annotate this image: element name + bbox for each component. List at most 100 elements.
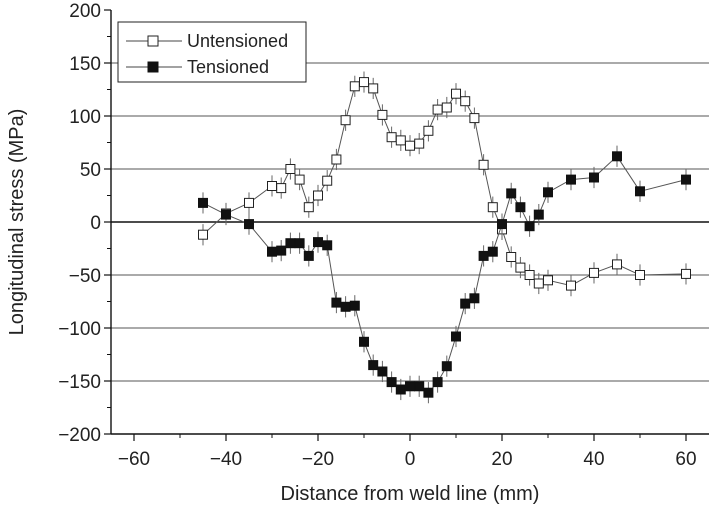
y-tick-label: −100 bbox=[58, 319, 101, 340]
series-untensioned bbox=[198, 71, 691, 297]
data-point bbox=[451, 88, 461, 99]
data-point bbox=[303, 250, 314, 261]
series-tensioned bbox=[198, 145, 691, 404]
data-point bbox=[487, 202, 498, 213]
data-point bbox=[469, 113, 480, 124]
data-point bbox=[349, 81, 360, 92]
data-point bbox=[331, 297, 342, 308]
y-tick-label: −200 bbox=[58, 425, 101, 446]
y-tick-label: −150 bbox=[58, 372, 101, 393]
x-tick-label: −40 bbox=[210, 449, 242, 470]
data-point bbox=[244, 197, 254, 208]
data-point bbox=[359, 77, 369, 88]
data-point bbox=[506, 188, 517, 199]
data-point bbox=[221, 209, 231, 220]
legend-label-tensioned: Tensioned bbox=[187, 57, 269, 77]
data-point bbox=[612, 151, 622, 162]
data-point bbox=[589, 267, 599, 278]
data-point bbox=[405, 381, 415, 392]
data-point bbox=[294, 238, 305, 249]
y-tick-label: 50 bbox=[80, 160, 101, 181]
data-point bbox=[198, 229, 208, 240]
data-point bbox=[294, 174, 305, 185]
data-point bbox=[267, 181, 277, 191]
data-point bbox=[313, 237, 323, 248]
data-point bbox=[340, 115, 351, 126]
data-point bbox=[414, 381, 425, 392]
y-tick-label: −50 bbox=[69, 266, 101, 287]
data-point bbox=[331, 154, 342, 165]
data-point bbox=[612, 259, 622, 270]
data-point bbox=[395, 384, 406, 395]
x-tick-label: 20 bbox=[491, 449, 512, 470]
data-point bbox=[377, 366, 388, 377]
data-point bbox=[313, 190, 323, 201]
data-point bbox=[267, 246, 277, 257]
data-point bbox=[423, 387, 434, 398]
data-point bbox=[322, 240, 333, 251]
x-tick-label: 60 bbox=[675, 449, 696, 470]
data-point bbox=[244, 219, 254, 230]
legend-marker-untensioned bbox=[147, 35, 159, 47]
data-point bbox=[469, 293, 480, 304]
data-point bbox=[303, 202, 314, 213]
x-tick-label: 40 bbox=[583, 449, 604, 470]
data-point bbox=[368, 83, 379, 94]
y-tick-label: 200 bbox=[69, 1, 101, 22]
data-point bbox=[451, 331, 461, 342]
data-point bbox=[487, 246, 498, 257]
data-point bbox=[441, 361, 452, 372]
data-point bbox=[368, 360, 379, 371]
data-point bbox=[276, 245, 287, 256]
data-point bbox=[432, 377, 443, 388]
data-point bbox=[432, 104, 443, 115]
data-point bbox=[405, 140, 415, 151]
data-point bbox=[515, 262, 526, 273]
data-point bbox=[533, 209, 544, 220]
data-point bbox=[386, 377, 397, 388]
data-point bbox=[276, 183, 287, 194]
y-tick-label: 100 bbox=[69, 107, 101, 128]
data-point bbox=[589, 172, 599, 183]
legend-label-untensioned: Untensioned bbox=[187, 31, 288, 51]
data-point bbox=[497, 219, 507, 230]
data-point bbox=[285, 238, 296, 249]
x-tick-label: 0 bbox=[405, 449, 416, 470]
data-point bbox=[681, 268, 691, 279]
data-point bbox=[441, 102, 452, 113]
data-point bbox=[566, 174, 576, 185]
data-point bbox=[635, 186, 645, 197]
data-point bbox=[515, 202, 526, 213]
data-point bbox=[322, 175, 333, 186]
data-point bbox=[395, 135, 406, 146]
y-tick-label: 0 bbox=[90, 213, 101, 234]
data-point bbox=[460, 298, 471, 309]
data-point bbox=[566, 280, 576, 291]
data-point bbox=[533, 278, 544, 289]
data-point bbox=[414, 138, 425, 149]
data-point bbox=[506, 252, 517, 262]
series-group bbox=[198, 71, 691, 404]
y-axis-title: Longitudinal stress (MPa) bbox=[6, 109, 28, 336]
data-point bbox=[359, 336, 369, 347]
x-tick-label: −60 bbox=[118, 449, 150, 470]
data-point bbox=[635, 270, 645, 280]
data-point bbox=[524, 270, 535, 280]
data-point bbox=[349, 300, 360, 311]
data-point bbox=[460, 96, 471, 107]
data-point bbox=[543, 187, 553, 198]
data-point bbox=[285, 164, 296, 174]
data-point bbox=[423, 125, 434, 136]
data-point bbox=[478, 159, 489, 170]
data-point bbox=[543, 275, 553, 286]
data-point bbox=[386, 132, 397, 143]
data-point bbox=[524, 221, 535, 232]
legend-marker-tensioned bbox=[147, 61, 159, 73]
data-point bbox=[377, 109, 388, 120]
data-point bbox=[478, 250, 489, 261]
data-point bbox=[198, 197, 208, 208]
legend: Untensioned Tensioned bbox=[117, 21, 307, 83]
data-point bbox=[340, 301, 351, 312]
